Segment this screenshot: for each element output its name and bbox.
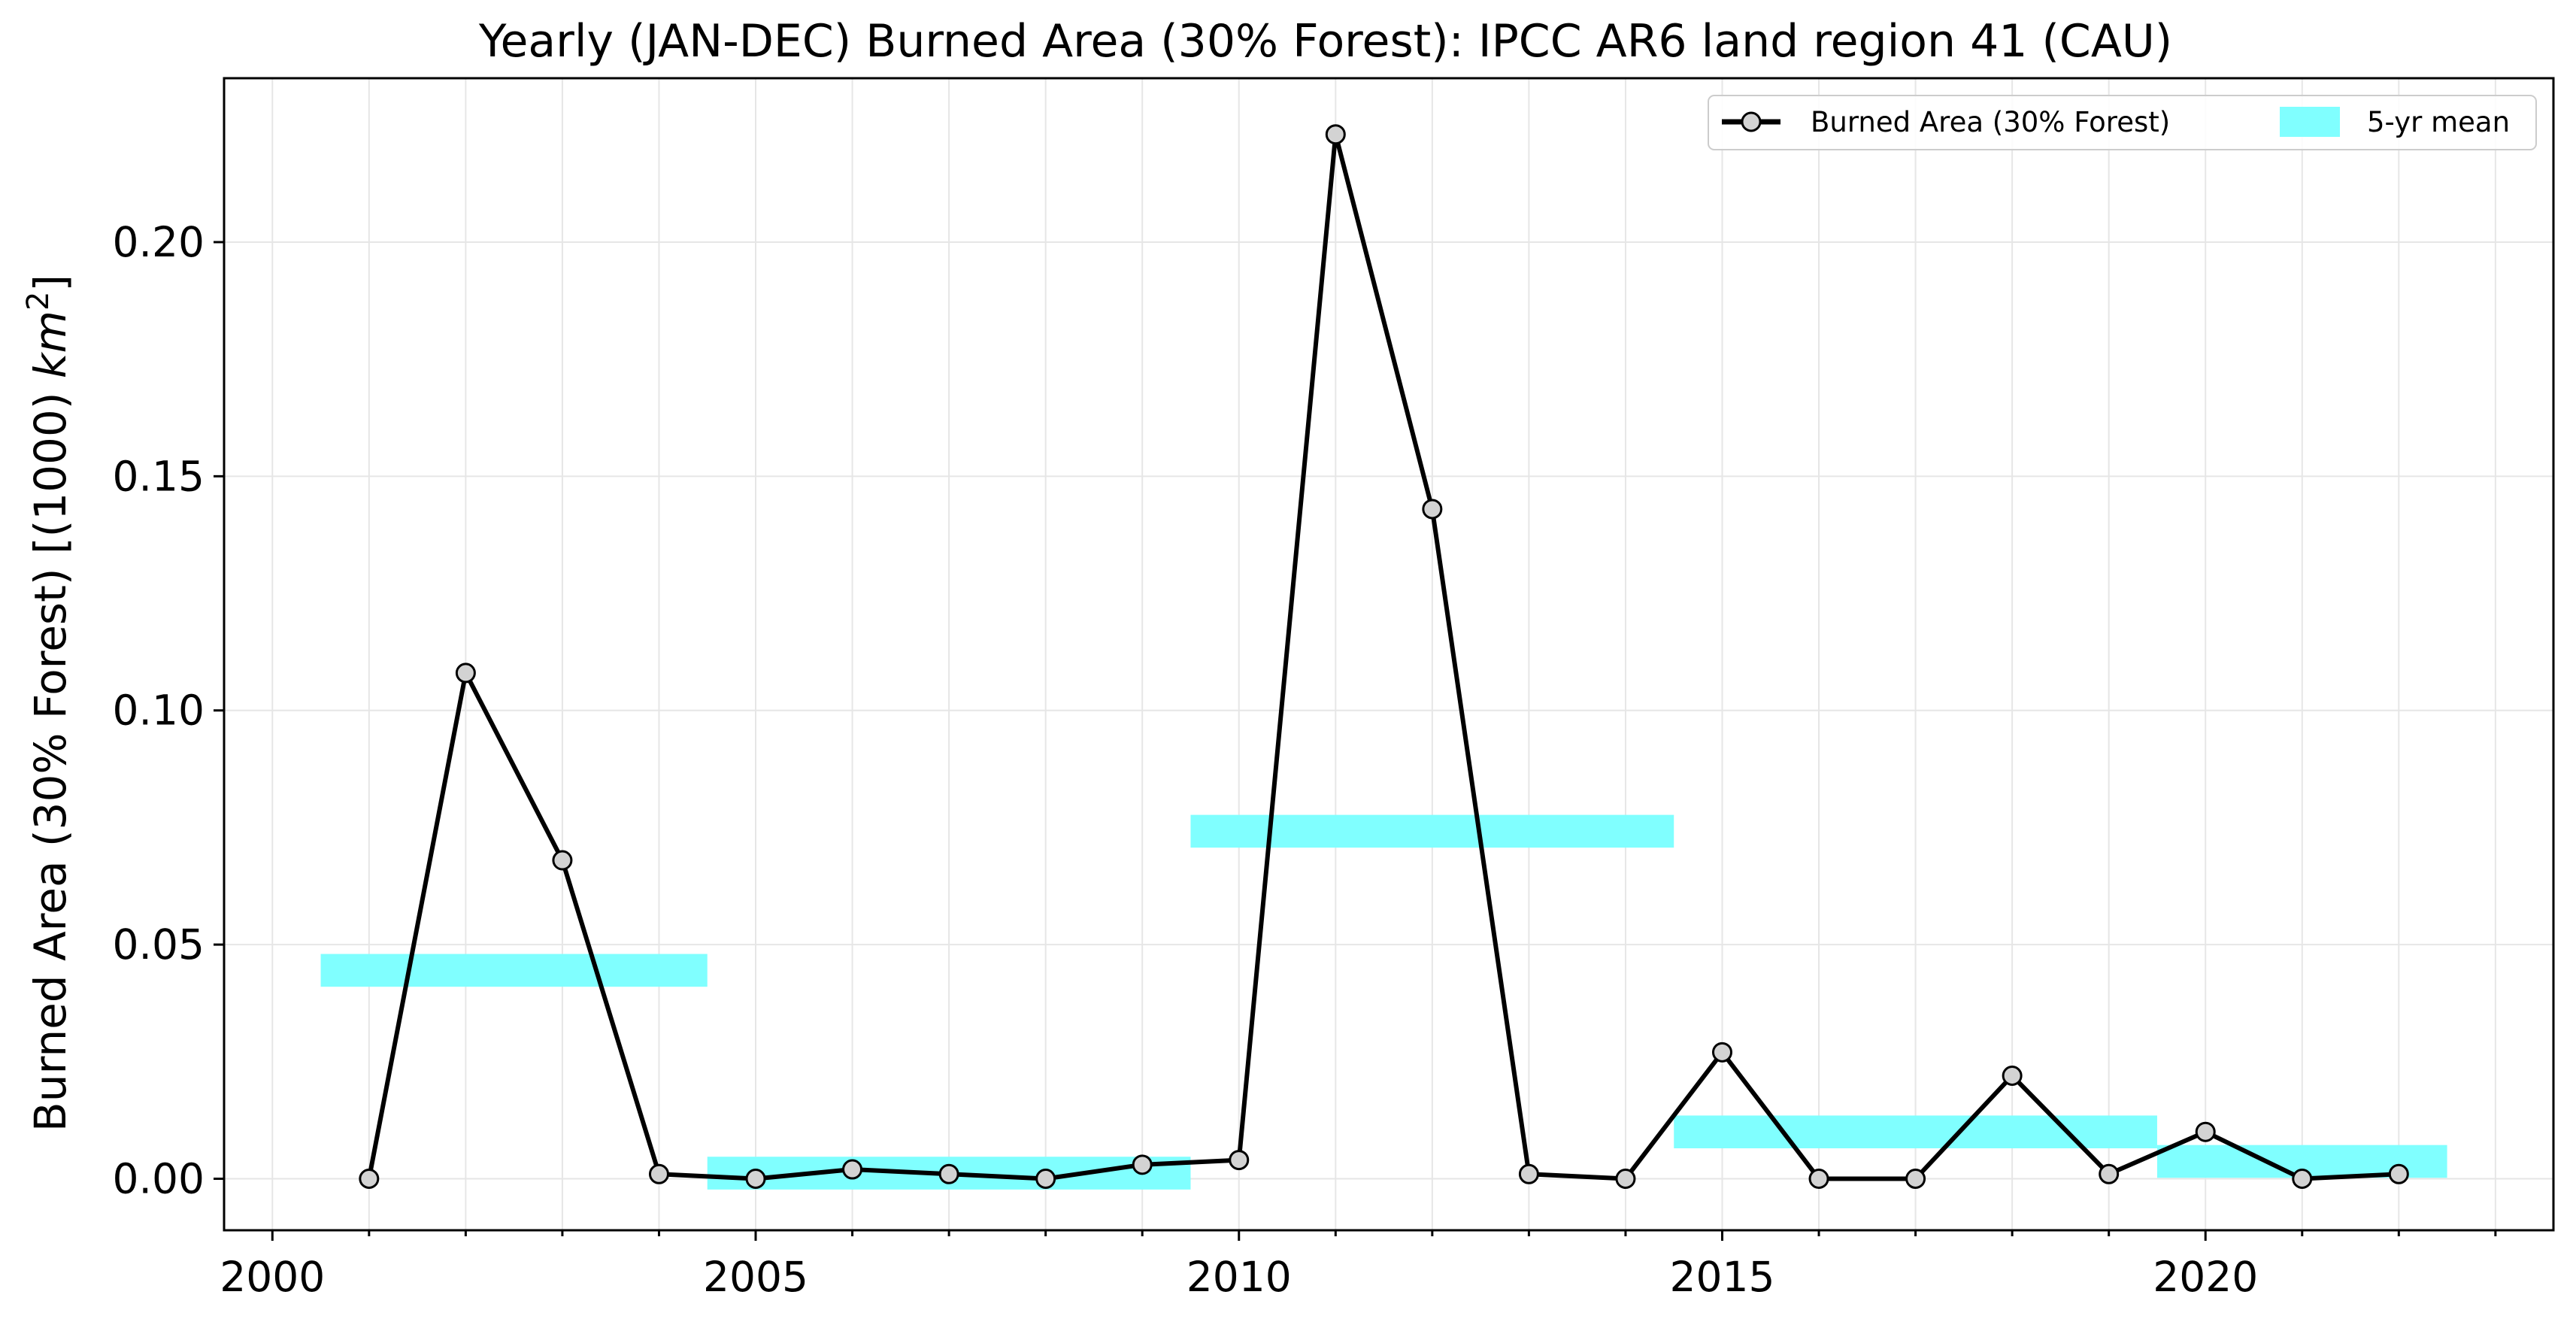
data-point-2020 — [2195, 1121, 2216, 1142]
data-point-2022 — [2388, 1163, 2409, 1184]
data-point-2018 — [2002, 1065, 2023, 1086]
data-point-2002 — [455, 663, 476, 684]
data-point-2021 — [2292, 1168, 2313, 1189]
data-point-2019 — [2099, 1163, 2120, 1184]
data-point-2001 — [359, 1168, 380, 1189]
series-markers — [359, 124, 2409, 1189]
plot-frame — [223, 77, 2555, 1232]
y-tick-label-3: 0.15 — [113, 452, 205, 500]
y-tick-label-1: 0.05 — [113, 920, 205, 969]
data-point-2015 — [1711, 1042, 1732, 1063]
y-axis-label-close: ] — [25, 274, 76, 292]
five-yr-mean-band-1 — [320, 954, 708, 987]
data-point-2003 — [552, 850, 573, 871]
series-line-0 — [366, 132, 2399, 1181]
axis-ticks: 2000 2005 2010 2015 2020 0.00 0.05 0.10 0.15 0.20 — [113, 218, 2497, 1301]
y-axis-label: Burned Area (30% Forest) [(1000) km2] — [21, 274, 76, 1132]
data-point-2010 — [1229, 1150, 1250, 1171]
chart-title: Yearly (JAN-DEC) Burned Area (30% Forest… — [478, 15, 2172, 68]
data-point-2016 — [1808, 1168, 1829, 1189]
five-yr-mean-band-3 — [1190, 814, 1674, 848]
data-point-2014 — [1615, 1168, 1636, 1189]
y-tick-label-4: 0.20 — [113, 218, 205, 266]
y-axis-label-unit: km — [25, 311, 76, 378]
legend: Burned Area (30% Forest) 5-yr mean — [1708, 95, 2537, 150]
legend-marker-swatch — [1741, 111, 1762, 132]
grid — [224, 78, 2553, 1230]
x-tick-label-2010: 2010 — [1186, 1253, 1292, 1301]
legend-mean-swatch — [2280, 107, 2340, 137]
five-yr-mean-bands — [320, 814, 2447, 1190]
data-point-2005 — [745, 1168, 766, 1189]
data-point-2006 — [842, 1159, 863, 1180]
legend-label-burned-area: Burned Area (30% Forest) — [1811, 106, 2170, 138]
x-tick-label-2020: 2020 — [2153, 1253, 2258, 1301]
x-tick-label-2005: 2005 — [703, 1253, 808, 1301]
x-tick-label-2000: 2000 — [220, 1253, 325, 1301]
y-axis-label-main: Burned Area (30% Forest) [(1000) — [25, 378, 76, 1132]
five-yr-mean-band-4 — [1674, 1115, 2157, 1149]
x-tick-label-2015: 2015 — [1669, 1253, 1774, 1301]
data-point-2007 — [938, 1163, 959, 1184]
data-point-2008 — [1035, 1168, 1056, 1189]
data-point-2017 — [1905, 1168, 1926, 1189]
legend-label-five-yr-mean: 5-yr mean — [2367, 106, 2510, 138]
y-tick-label-0: 0.00 — [113, 1154, 205, 1202]
data-point-2012 — [1422, 499, 1443, 520]
data-point-2004 — [648, 1163, 669, 1184]
data-point-2009 — [1132, 1154, 1153, 1175]
series-line — [366, 132, 2399, 1181]
data-point-2013 — [1518, 1163, 1539, 1184]
y-axis-label-exponent: 2 — [21, 292, 56, 311]
y-tick-label-2: 0.10 — [113, 687, 205, 735]
data-point-2011 — [1325, 124, 1346, 145]
